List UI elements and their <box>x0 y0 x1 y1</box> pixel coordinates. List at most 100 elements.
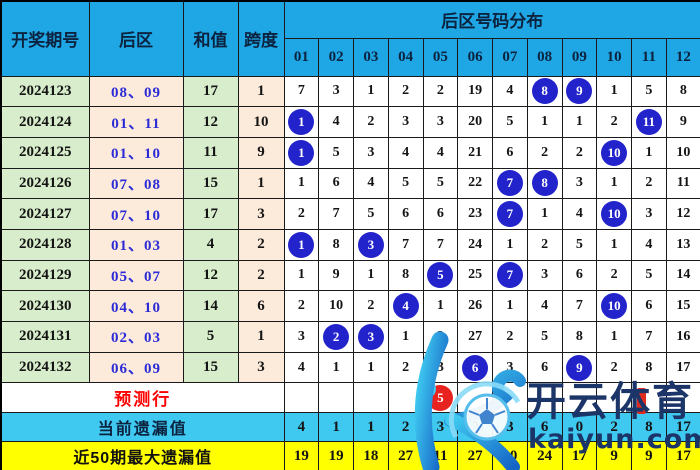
dist-cell: 14 <box>665 259 700 292</box>
period-cell: 2024125 <box>0 136 90 169</box>
drawn-number-ball: 1 <box>288 109 315 136</box>
drawn-number-ball: 3 <box>357 231 384 258</box>
dist-cell: 7 <box>492 167 528 200</box>
current-omission-cell: 1 <box>318 412 354 443</box>
sum-cell: 17 <box>182 75 239 108</box>
sum-cell: 5 <box>182 321 239 353</box>
current-omission-cell: 6 <box>526 412 563 443</box>
dist-cell: 1 <box>596 167 632 200</box>
drawn-number-ball: 10 <box>601 201 628 228</box>
prediction-cell <box>283 382 320 414</box>
current-omission-cell: 2 <box>596 412 632 443</box>
dist-col-header: 09 <box>561 37 598 77</box>
drawn-number-ball: 6 <box>462 354 489 381</box>
sum-cell: 4 <box>182 228 239 261</box>
dist-cell: 2 <box>631 167 667 200</box>
current-omission-cell: 17 <box>665 412 700 443</box>
span-cell: 3 <box>237 198 285 230</box>
dist-cell: 5 <box>353 198 389 230</box>
dist-cell: 2 <box>526 136 563 169</box>
dist-cell: 5 <box>631 259 667 292</box>
prediction-number-ball: 5 <box>427 384 454 411</box>
dist-cell: 7 <box>422 228 459 261</box>
dist-cell: 1 <box>596 75 632 108</box>
dist-cell: 1 <box>596 321 632 353</box>
dist-cell: 13 <box>665 228 700 261</box>
span-cell: 2 <box>237 259 285 292</box>
table-row: 2024127 07、10 17 3 2 7 5 6 6 23 7 1 4 10 3 12 <box>0 198 700 230</box>
current-omission-cell: 0 <box>457 412 493 443</box>
max-omission-label: 近50期最大遗漏值 <box>0 441 285 470</box>
dist-cell: 19 <box>457 75 493 108</box>
current-omission-cell: 3 <box>422 412 459 443</box>
dist-cell: 21 <box>457 136 493 169</box>
current-omission-cell: 1 <box>353 412 389 443</box>
drawn-number-ball: 8 <box>531 78 558 105</box>
dist-cell: 5 <box>387 167 424 200</box>
col-header-period: 开奖期号 <box>0 0 90 77</box>
dist-cell: 24 <box>457 228 493 261</box>
dist-cell: 3 <box>526 259 563 292</box>
drawn-number-ball: 3 <box>357 323 384 350</box>
max-omission-cell: 27 <box>457 441 493 470</box>
col-header-sum: 和值 <box>182 0 239 77</box>
col-header-backzone: 后区 <box>88 0 184 77</box>
drawn-number-ball: 7 <box>496 262 523 289</box>
dist-cell: 3 <box>318 75 354 108</box>
dist-cell: 10 <box>596 198 632 230</box>
drawn-number-ball: 1 <box>288 139 315 166</box>
dist-cell: 10 <box>596 290 632 322</box>
drawn-number-ball: 8 <box>531 170 558 197</box>
dist-col-header: 07 <box>492 37 528 77</box>
prediction-cell <box>387 382 424 414</box>
backzone-cell: 08、09 <box>88 75 184 108</box>
dist-cell: 7 <box>283 75 320 108</box>
dist-cell: 2 <box>387 75 424 108</box>
dist-cell: 6 <box>526 351 563 384</box>
backzone-cell: 07、10 <box>88 198 184 230</box>
dist-cell: 4 <box>318 106 354 138</box>
dist-cell: 9 <box>665 106 700 138</box>
dist-cell: 1 <box>561 106 598 138</box>
dist-cell: 6 <box>422 198 459 230</box>
dist-cell: 1 <box>387 321 424 353</box>
dist-cell: 2 <box>492 321 528 353</box>
max-omission-cell: 17 <box>561 441 598 470</box>
sum-cell: 11 <box>182 136 239 169</box>
max-omission-cell: 20 <box>492 441 528 470</box>
dist-cell: 8 <box>631 351 667 384</box>
dist-cell: 1 <box>318 351 354 384</box>
prediction-cell: 5 <box>422 382 459 414</box>
dist-cell: 6 <box>561 259 598 292</box>
dist-cell: 4 <box>561 198 598 230</box>
dist-cell: 6 <box>457 351 493 384</box>
dist-cell: 7 <box>631 321 667 353</box>
col-header-span: 跨度 <box>237 0 285 77</box>
dist-cell: 27 <box>457 321 493 353</box>
dist-cell: 3 <box>353 136 389 169</box>
period-cell: 2024130 <box>0 290 90 322</box>
dist-cell: 10 <box>596 136 632 169</box>
dist-cell: 4 <box>353 167 389 200</box>
dist-cell: 4 <box>387 136 424 169</box>
table-row: 2024128 01、03 4 2 1 8 3 7 7 24 1 2 5 1 4 13 <box>0 228 700 261</box>
period-cell: 2024129 <box>0 259 90 292</box>
max-omission-cell: 11 <box>422 441 459 470</box>
dist-cell: 1 <box>353 259 389 292</box>
sum-cell: 12 <box>182 106 239 138</box>
dist-cell: 1 <box>283 167 320 200</box>
drawn-number-ball: 9 <box>566 354 593 381</box>
dist-cell: 5 <box>422 167 459 200</box>
dist-col-header: 10 <box>596 37 632 77</box>
dist-cell: 8 <box>318 228 354 261</box>
dist-cell: 22 <box>457 167 493 200</box>
dist-cell: 2 <box>561 136 598 169</box>
dist-cell: 25 <box>457 259 493 292</box>
period-cell: 2024131 <box>0 321 90 353</box>
dist-cell: 7 <box>387 228 424 261</box>
dist-cell: 1 <box>526 106 563 138</box>
prediction-label: 预测行 <box>0 382 285 414</box>
dist-col-header: 04 <box>387 37 424 77</box>
dist-cell: 23 <box>457 198 493 230</box>
